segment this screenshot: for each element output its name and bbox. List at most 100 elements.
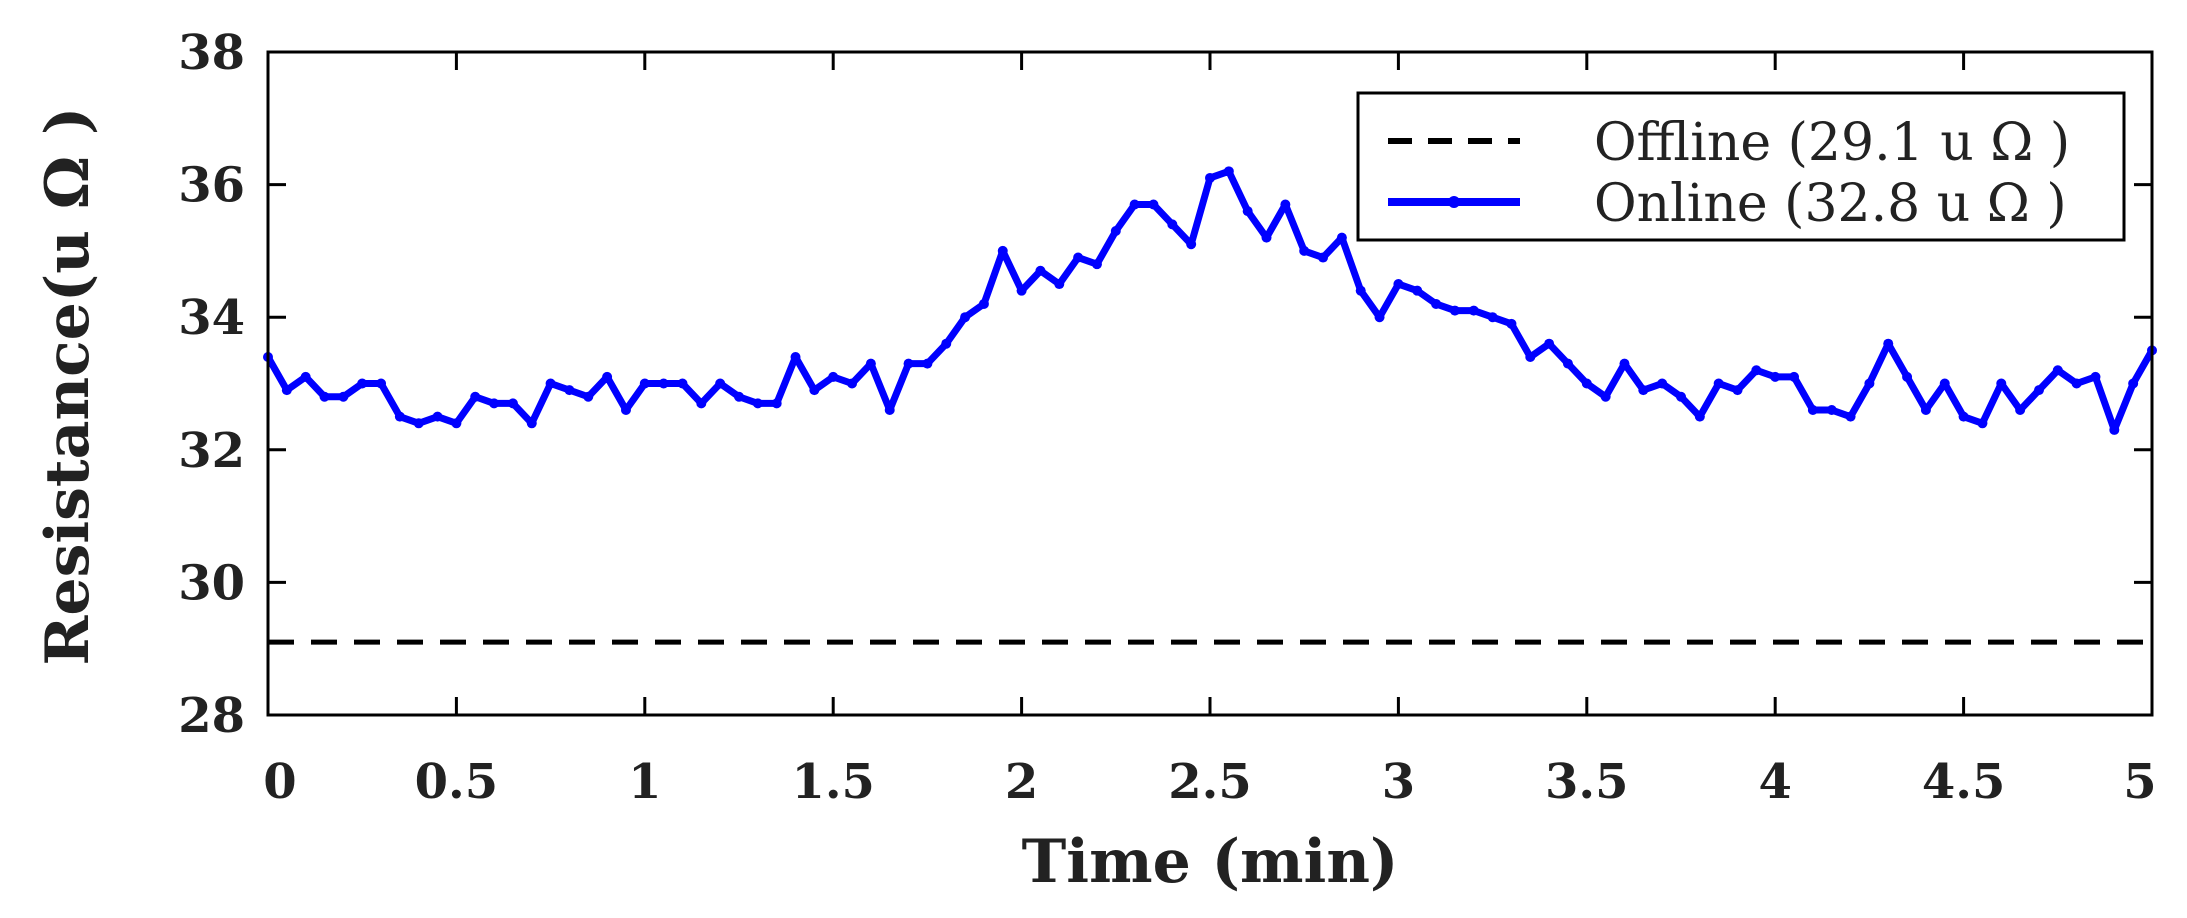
x-tick-label: 3	[1382, 754, 1415, 810]
data-point-online	[338, 391, 349, 402]
data-point-online	[394, 411, 405, 422]
data-point-online	[752, 398, 763, 409]
y-tick-label: 30	[178, 555, 245, 611]
data-point-online	[1355, 285, 1366, 296]
data-point-online	[1223, 166, 1234, 177]
data-point-online	[1431, 298, 1442, 309]
x-axis-label: Time (min)	[1022, 827, 1399, 897]
data-point-online	[1167, 219, 1178, 230]
data-point-online	[413, 418, 424, 429]
data-point-online	[300, 371, 311, 382]
data-point-online	[1770, 371, 1781, 382]
data-point-online	[1600, 391, 1611, 402]
data-point-online	[1035, 265, 1046, 276]
y-tick-label: 28	[178, 688, 245, 744]
axes: 0 0.5 1 1.5 2 2.5 3 3.5 4 4.5 5 28 30 32 34 36 38	[178, 25, 2157, 810]
data-point-online	[1205, 172, 1215, 183]
data-point-online	[1544, 338, 1555, 349]
data-point-online	[526, 418, 537, 429]
data-point-online	[960, 312, 971, 323]
data-point-online	[771, 398, 782, 409]
data-point-online	[903, 358, 914, 369]
data-point-online	[1299, 245, 1310, 256]
data-point-online	[696, 398, 707, 409]
data-point-online	[2052, 365, 2063, 376]
data-point-online	[451, 418, 462, 429]
x-tick-label: 1	[628, 754, 661, 810]
data-point-online	[376, 378, 387, 389]
y-tick-label: 38	[178, 25, 245, 81]
legend-marker-online	[1448, 196, 1460, 208]
data-point-online	[2033, 385, 2044, 396]
data-point-online	[319, 391, 330, 402]
plot-marks	[263, 166, 2157, 645]
data-point-online	[1807, 405, 1818, 416]
y-tick-label: 36	[178, 158, 245, 214]
data-point-online	[1977, 418, 1988, 429]
data-point-online	[1073, 252, 1084, 263]
data-point-online	[1676, 391, 1686, 402]
data-point-online	[639, 378, 650, 389]
data-point-online	[1732, 385, 1743, 396]
data-point-online	[1525, 351, 1536, 362]
data-point-online	[1657, 378, 1668, 389]
data-point-online	[978, 298, 989, 309]
data-point-online	[281, 385, 292, 396]
data-point-online	[847, 378, 858, 389]
data-point-online	[1129, 199, 1140, 210]
data-point-online	[677, 378, 688, 389]
data-point-online	[507, 398, 518, 409]
x-tick-label: 0	[263, 754, 296, 810]
data-point-online	[620, 405, 631, 416]
y-tick-label: 34	[178, 290, 245, 346]
data-point-online	[884, 405, 895, 416]
data-point-online	[1958, 411, 1969, 422]
data-point-online	[1487, 312, 1498, 323]
data-point-online	[1016, 285, 1027, 296]
data-point-online	[1619, 358, 1630, 369]
x-tick-label: 2.5	[1168, 754, 1252, 810]
x-tick-label: 1.5	[791, 754, 875, 810]
data-point-online	[865, 358, 876, 369]
data-point-online	[941, 338, 952, 349]
data-point-online	[2015, 405, 2026, 416]
legend-box	[1356, 91, 2126, 242]
x-tick-label: 3.5	[1545, 754, 1629, 810]
x-tick-label: 4	[1758, 754, 1791, 810]
x-tick-label: 2	[1005, 754, 1038, 810]
x-tick-label: 4.5	[1922, 754, 2006, 810]
data-point-online	[1336, 232, 1347, 243]
data-point-online	[1280, 199, 1291, 210]
data-point-online	[1902, 371, 1913, 382]
data-point-online	[1751, 365, 1762, 376]
data-point-online	[1393, 279, 1404, 290]
data-point-online	[1449, 305, 1460, 316]
data-point-online	[1374, 312, 1385, 323]
data-point-online	[2109, 424, 2120, 435]
legend: Offline (29.1 u Ω ) Online (32.8 u Ω )	[1356, 91, 2126, 242]
data-point-online	[1826, 405, 1837, 416]
data-point-online	[1638, 385, 1649, 396]
data-point-online	[489, 398, 500, 409]
legend-label-offline: Offline (29.1 u Ω )	[1594, 113, 2070, 173]
data-point-online	[2128, 378, 2139, 389]
data-point-online	[1242, 206, 1253, 217]
data-point-online	[1694, 411, 1705, 422]
data-point-online	[583, 391, 594, 402]
data-point-online	[790, 351, 801, 362]
data-point-online	[1996, 378, 2007, 389]
data-point-online	[809, 385, 820, 396]
data-point-online	[470, 391, 481, 402]
data-point-online	[1562, 358, 1573, 369]
data-point-online	[432, 411, 443, 422]
data-point-online	[602, 371, 613, 382]
y-axis-label: Resistance(u Ω )	[33, 107, 103, 666]
data-point-online	[1920, 405, 1931, 416]
y-tick-label: 32	[178, 423, 245, 479]
data-point-online	[1789, 371, 1800, 382]
data-point-online	[1506, 318, 1517, 329]
data-point-online	[1186, 239, 1197, 250]
data-point-online	[2090, 371, 2101, 382]
data-point-online	[1148, 199, 1159, 210]
